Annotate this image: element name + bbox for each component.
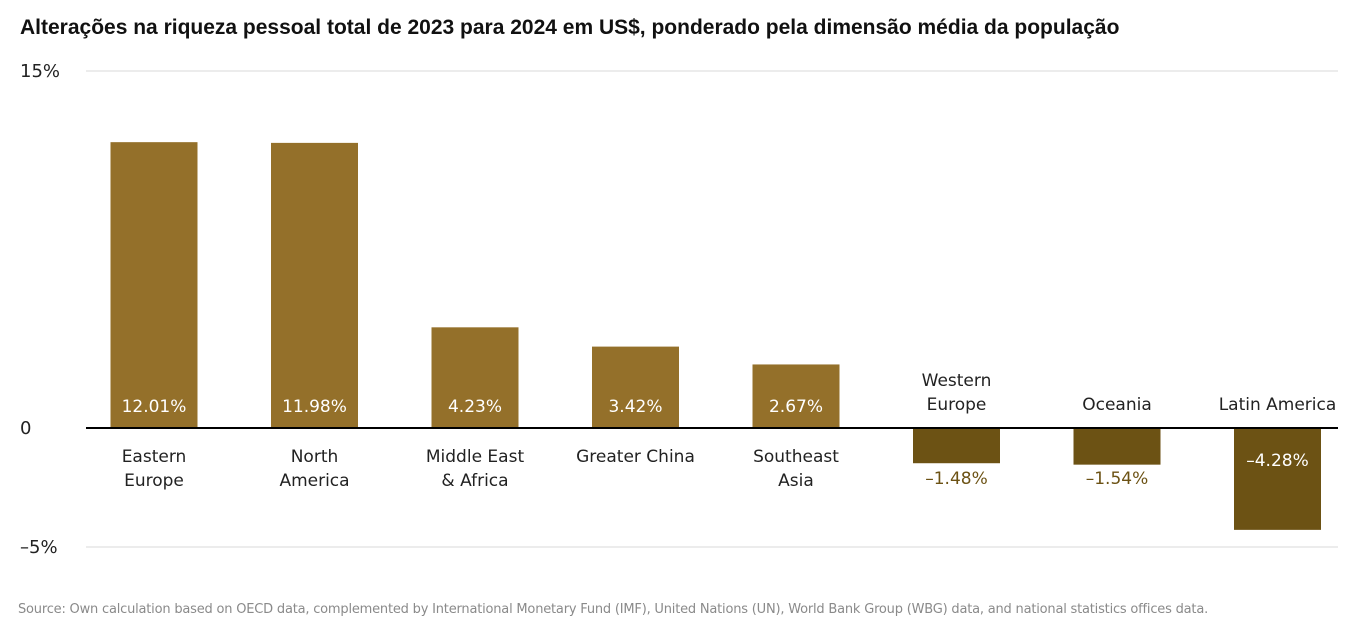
labels: 12.01% Eastern Europe 11.98% North America 4.2… (122, 371, 1337, 491)
category-label-4-1: Asia (778, 471, 814, 491)
category-label-0-1: Europe (124, 471, 184, 491)
y-tick-label: 15% (20, 61, 60, 82)
y-tick-label: 0 (20, 418, 31, 439)
bar-5 (913, 428, 1000, 464)
value-label-3: 3.42% (608, 397, 662, 417)
value-label-2: 4.23% (448, 397, 502, 417)
category-label-4-0: Southeast (753, 447, 839, 467)
category-label-6-0: Oceania (1082, 395, 1152, 415)
bar-3 (592, 346, 679, 428)
category-label-2-1: & Africa (441, 471, 508, 491)
value-label-4: 2.67% (769, 397, 823, 417)
chart-title: Alterações na riqueza pessoal total de 2… (20, 16, 1120, 39)
value-label-0: 12.01% (122, 397, 187, 417)
bar-1 (271, 142, 358, 428)
category-label-0-0: Eastern (122, 447, 187, 467)
bar-2 (431, 327, 519, 428)
value-label-7: –4.28% (1246, 451, 1309, 471)
bars (110, 142, 1321, 530)
gridlines (86, 70, 1338, 548)
value-label-5: –1.48% (925, 469, 988, 489)
y-tick-label: –5% (20, 537, 58, 558)
category-label-7-0: Latin America (1219, 395, 1337, 415)
bar-4 (752, 364, 840, 428)
category-label-5-0: Western (922, 371, 992, 391)
category-label-1-1: America (279, 471, 349, 491)
bar-7 (1234, 428, 1321, 530)
value-label-6: –1.54% (1086, 469, 1149, 489)
category-label-3-0: Greater China (576, 447, 695, 467)
category-label-2-0: Middle East (426, 447, 525, 467)
y-axis-ticks: 15% 0 –5% (20, 61, 60, 558)
category-label-1-0: North (291, 447, 339, 467)
bar-6 (1073, 428, 1161, 465)
bar-0 (110, 142, 198, 429)
source-note: Source: Own calculation based on OECD da… (18, 602, 1209, 617)
value-label-1: 11.98% (282, 397, 347, 417)
category-label-5-1: Europe (927, 395, 987, 415)
